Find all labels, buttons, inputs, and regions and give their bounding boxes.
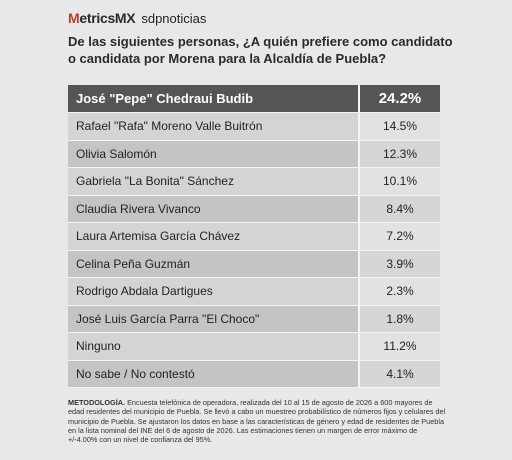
candidate-name: Claudia Rivera Vivanco	[68, 195, 358, 222]
candidate-name: Laura Artemisa García Chávez	[68, 223, 358, 250]
methodology: METODOLOGÍA. Encuesta telefónica de oper…	[68, 398, 446, 444]
candidate-name: Rodrigo Abdala Dartigues	[68, 278, 358, 305]
brand: sdpnoticias	[141, 10, 207, 26]
candidate-name: José "Pepe" Chedraui Budib	[68, 85, 358, 112]
candidate-name: Rafael "Rafa" Moreno Valle Buitrón	[68, 113, 358, 140]
candidate-name: Ninguno	[68, 333, 358, 360]
table-row: Ninguno 11.2%	[68, 333, 440, 361]
table-row: José "Pepe" Chedraui Budib 24.2%	[68, 85, 440, 113]
results-table: José "Pepe" Chedraui Budib 24.2% Rafael "R…	[68, 85, 440, 388]
percentage: 1.8%	[358, 305, 440, 332]
percentage: 14.5%	[358, 113, 440, 140]
table-row: Laura Artemisa García Chávez 7.2%	[68, 223, 440, 251]
table-row: Rodrigo Abdala Dartigues 2.3%	[68, 278, 440, 306]
methodology-label: METODOLOGÍA.	[68, 398, 126, 407]
candidate-name: No sabe / No contestó	[68, 360, 358, 387]
percentage: 11.2%	[358, 333, 440, 360]
candidate-name: Gabriela "La Bonita" Sánchez	[68, 168, 358, 195]
percentage: 10.1%	[358, 168, 440, 195]
logo: MetricsMX	[68, 10, 136, 26]
percentage: 24.2%	[358, 85, 440, 112]
candidate-name: Celina Peña Guzmán	[68, 250, 358, 277]
title: De las siguientes personas, ¿A quién pre…	[68, 34, 453, 66]
percentage: 3.9%	[358, 250, 440, 277]
methodology-text: Encuesta telefónica de operadora, realiz…	[68, 398, 446, 445]
table-row: Olivia Salomón 12.3%	[68, 140, 440, 168]
candidate-name: Olivia Salomón	[68, 140, 358, 167]
table-row: José Luis García Parra "El Choco" 1.8%	[68, 305, 440, 333]
percentage: 7.2%	[358, 223, 440, 250]
table-row: No sabe / No contestó 4.1%	[68, 360, 440, 388]
table-row: Claudia Rivera Vivanco 8.4%	[68, 195, 440, 223]
table-row: Celina Peña Guzmán 3.9%	[68, 250, 440, 278]
table-row: Gabriela "La Bonita" Sánchez 10.1%	[68, 168, 440, 196]
percentage: 8.4%	[358, 195, 440, 222]
table-row: Rafael "Rafa" Moreno Valle Buitrón 14.5%	[68, 113, 440, 141]
percentage: 4.1%	[358, 360, 440, 387]
candidate-name: José Luis García Parra "El Choco"	[68, 305, 358, 332]
percentage: 2.3%	[358, 278, 440, 305]
header: MetricsMX sdpnoticias	[68, 8, 206, 28]
percentage: 12.3%	[358, 140, 440, 167]
